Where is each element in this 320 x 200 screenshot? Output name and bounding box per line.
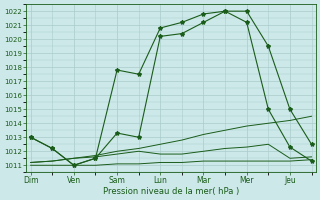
X-axis label: Pression niveau de la mer( hPa ): Pression niveau de la mer( hPa ) bbox=[103, 187, 239, 196]
